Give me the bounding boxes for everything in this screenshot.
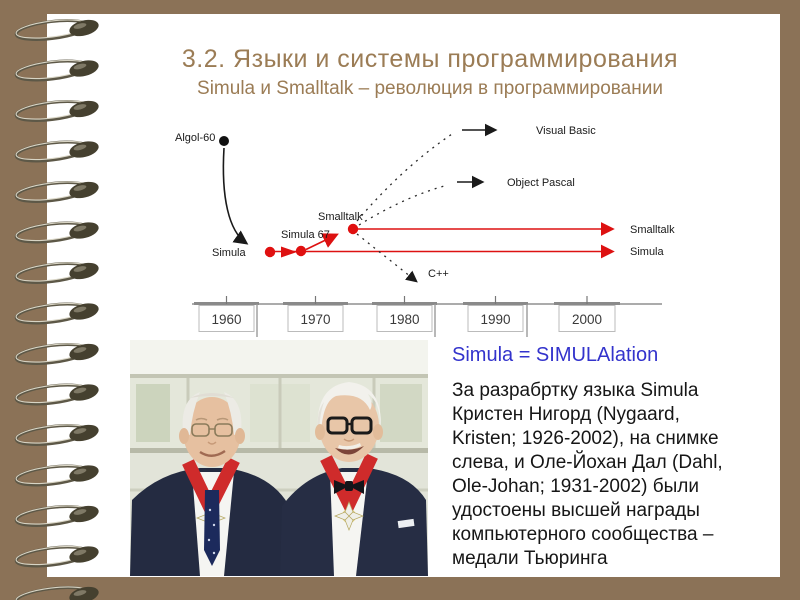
caption-block: Simula = SIMULAlation За разрабртку язык… — [452, 344, 777, 571]
caption-line: компьютерного сообщества – — [452, 524, 714, 545]
caption-line: удостоены высшей награды — [452, 500, 700, 521]
photo-nygaard-dahl — [130, 340, 428, 576]
caption-line: слева, и Оле-Йохан Дал (Dahl, — [452, 452, 723, 473]
caption-body: За разрабртку языка Simula Кристен Нигор… — [452, 379, 777, 571]
caption-line: Кристен Нигорд (Nygaard, — [452, 404, 680, 425]
caption-line: медали Тьюринга — [452, 548, 608, 569]
page-title: 3.2. Языки и системы программирования — [181, 45, 679, 73]
person-right — [280, 382, 428, 576]
bow-tie — [334, 480, 364, 494]
slide-header: 3.2. Языки и системы программирования Si… — [100, 44, 760, 101]
page-subtitle: Simula и Smalltalk – революция в програм… — [197, 78, 663, 99]
person-left — [130, 392, 290, 576]
caption-line: Kristen; 1926-2002), на снимке — [452, 428, 719, 449]
caption-line: Ole-Johan; 1931-2002) были — [452, 476, 699, 497]
simula-heading: Simula = SIMULAlation — [452, 344, 659, 366]
caption-line: За разрабртку языка Simula — [452, 380, 699, 401]
